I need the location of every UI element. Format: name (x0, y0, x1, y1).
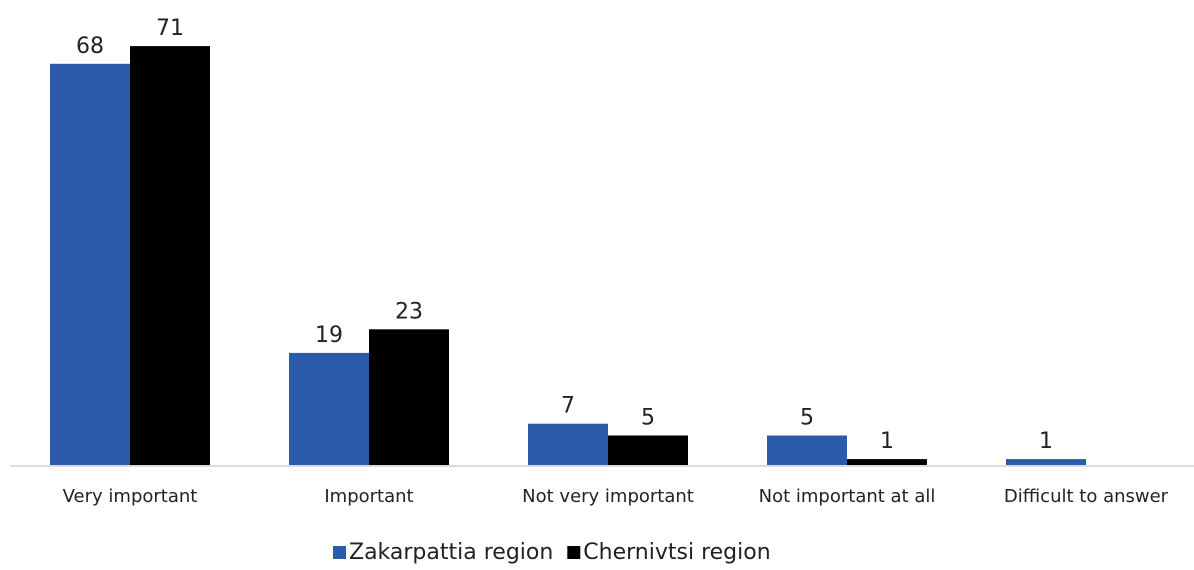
data-label: 1 (880, 429, 894, 454)
data-label: 19 (315, 323, 343, 348)
bar (608, 435, 688, 465)
legend-label: Zakarpattia region (349, 540, 553, 565)
bar (767, 435, 847, 465)
legend-swatch (567, 546, 581, 559)
legend-swatch (333, 546, 346, 559)
x-tick-label: Very important (63, 486, 198, 507)
bar (528, 423, 608, 465)
x-tick-label: Not important at all (759, 486, 936, 507)
x-tick-label: Important (324, 486, 413, 507)
data-label: 23 (395, 299, 423, 324)
legend-label: Chernivtsi region (583, 540, 770, 565)
data-label: 5 (641, 406, 655, 431)
data-label: 5 (800, 406, 814, 431)
bar (130, 46, 210, 465)
data-label: 68 (76, 34, 104, 59)
bar (289, 352, 369, 465)
bar (369, 329, 449, 465)
data-label: 7 (561, 394, 575, 419)
data-label: 71 (156, 16, 184, 41)
x-tick-label: Not very important (522, 486, 694, 507)
bar (847, 459, 927, 465)
bar (50, 63, 130, 466)
data-label: 1 (1039, 429, 1053, 454)
bar (1006, 459, 1086, 465)
x-tick-label: Difficult to answer (1004, 486, 1169, 507)
